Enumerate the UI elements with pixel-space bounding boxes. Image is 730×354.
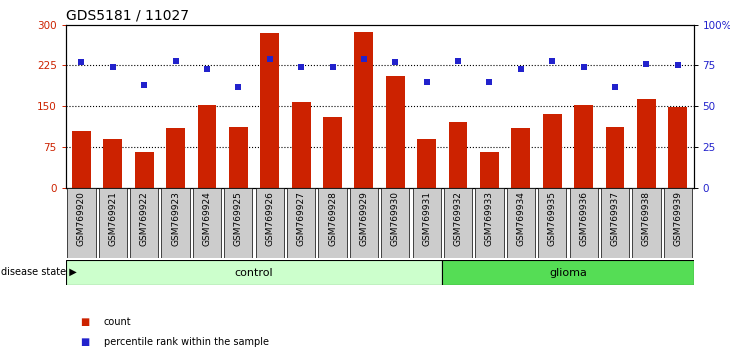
FancyBboxPatch shape — [67, 188, 96, 258]
Point — [201, 66, 213, 72]
Text: GSM769938: GSM769938 — [642, 191, 651, 246]
FancyBboxPatch shape — [538, 188, 566, 258]
Bar — [543, 114, 561, 188]
FancyBboxPatch shape — [224, 188, 253, 258]
Point — [453, 58, 464, 63]
Bar — [135, 152, 153, 188]
Point — [107, 64, 119, 70]
Bar — [637, 99, 656, 188]
Point — [76, 59, 88, 65]
Point — [484, 79, 496, 85]
Point — [546, 58, 558, 63]
FancyBboxPatch shape — [193, 188, 221, 258]
Bar — [198, 105, 216, 188]
Text: count: count — [104, 317, 131, 327]
Point — [421, 79, 433, 85]
Text: GSM769925: GSM769925 — [234, 191, 243, 246]
Point — [641, 61, 653, 67]
Text: GSM769920: GSM769920 — [77, 191, 86, 246]
Bar — [512, 128, 530, 188]
Bar — [323, 117, 342, 188]
Text: GSM769926: GSM769926 — [265, 191, 274, 246]
Text: GSM769939: GSM769939 — [673, 191, 683, 246]
Bar — [292, 102, 310, 188]
FancyBboxPatch shape — [475, 188, 504, 258]
Text: GSM769936: GSM769936 — [579, 191, 588, 246]
FancyBboxPatch shape — [99, 188, 127, 258]
Point — [169, 58, 181, 63]
FancyBboxPatch shape — [601, 188, 629, 258]
Text: GSM769921: GSM769921 — [108, 191, 118, 246]
FancyBboxPatch shape — [442, 260, 694, 285]
Text: GSM769929: GSM769929 — [359, 191, 369, 246]
FancyBboxPatch shape — [130, 188, 158, 258]
Bar — [606, 127, 624, 188]
FancyBboxPatch shape — [66, 260, 442, 285]
Text: GSM769933: GSM769933 — [485, 191, 494, 246]
FancyBboxPatch shape — [318, 188, 347, 258]
Bar — [669, 107, 687, 188]
Bar — [418, 139, 436, 188]
FancyBboxPatch shape — [350, 188, 378, 258]
Text: GSM769923: GSM769923 — [171, 191, 180, 246]
Point — [358, 56, 369, 62]
Text: GDS5181 / 11027: GDS5181 / 11027 — [66, 9, 188, 23]
Bar — [261, 33, 279, 188]
Point — [578, 64, 590, 70]
Point — [515, 66, 527, 72]
Bar — [575, 105, 593, 188]
Text: GSM769922: GSM769922 — [139, 191, 149, 246]
Bar — [166, 128, 185, 188]
Text: GSM769934: GSM769934 — [516, 191, 526, 246]
Point — [609, 84, 620, 90]
Text: GSM769930: GSM769930 — [391, 191, 400, 246]
Bar — [449, 122, 467, 188]
Point — [295, 64, 307, 70]
Text: GSM769927: GSM769927 — [296, 191, 306, 246]
Bar — [480, 152, 499, 188]
Point — [326, 64, 338, 70]
Bar — [229, 127, 247, 188]
FancyBboxPatch shape — [381, 188, 410, 258]
Text: GSM769937: GSM769937 — [610, 191, 620, 246]
Text: GSM769931: GSM769931 — [422, 191, 431, 246]
Bar — [72, 131, 91, 188]
FancyBboxPatch shape — [412, 188, 441, 258]
Text: ■: ■ — [80, 337, 90, 347]
Text: GSM769924: GSM769924 — [202, 191, 212, 246]
Text: GSM769928: GSM769928 — [328, 191, 337, 246]
Point — [139, 82, 150, 88]
Point — [232, 84, 244, 90]
FancyBboxPatch shape — [444, 188, 472, 258]
Bar — [355, 32, 373, 188]
Bar — [104, 139, 122, 188]
Point — [672, 63, 683, 68]
FancyBboxPatch shape — [569, 188, 598, 258]
Text: control: control — [235, 268, 273, 278]
FancyBboxPatch shape — [287, 188, 315, 258]
FancyBboxPatch shape — [507, 188, 535, 258]
Text: disease state ▶: disease state ▶ — [1, 267, 77, 276]
Point — [390, 59, 402, 65]
Text: GSM769935: GSM769935 — [548, 191, 557, 246]
FancyBboxPatch shape — [161, 188, 190, 258]
Point — [264, 56, 276, 62]
Text: percentile rank within the sample: percentile rank within the sample — [104, 337, 269, 347]
Bar — [386, 76, 404, 188]
FancyBboxPatch shape — [255, 188, 284, 258]
Text: GSM769932: GSM769932 — [453, 191, 463, 246]
Text: glioma: glioma — [549, 268, 587, 278]
FancyBboxPatch shape — [664, 188, 692, 258]
FancyBboxPatch shape — [632, 188, 661, 258]
Text: ■: ■ — [80, 317, 90, 327]
